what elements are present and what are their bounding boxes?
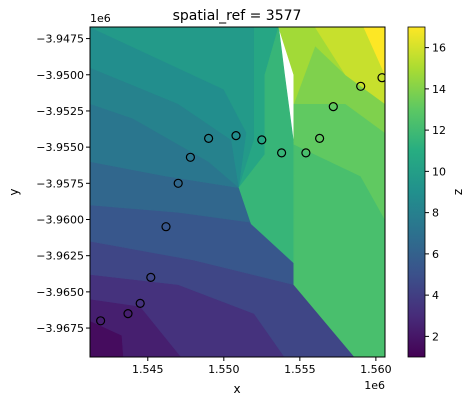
y-tick-label-4: −3.9550 — [36, 141, 84, 154]
sample-point-8 — [204, 133, 214, 143]
x-tick-label-2: 1.550 — [208, 363, 240, 376]
x-axis-label: x — [233, 382, 240, 396]
sample-point-7 — [185, 152, 195, 162]
y-tick-label-2: −3.9500 — [36, 69, 84, 82]
x-axis-ticks: 1.545 1.550 1.555 1.560 — [132, 357, 392, 376]
sample-point-14 — [328, 101, 338, 112]
colorbar-tick-label-2: 4 — [432, 289, 439, 302]
sample-points — [95, 73, 385, 326]
colorbar-tick-label-8: 16 — [432, 42, 446, 55]
x-tick-label-4: 1.560 — [360, 363, 392, 376]
y-tick-label-9: −3.9675 — [36, 322, 84, 335]
sample-point-4 — [146, 272, 156, 282]
y-tick-label-1: −3.9475 — [36, 33, 84, 46]
sample-point-1 — [95, 316, 106, 326]
sample-point-10 — [257, 135, 267, 145]
colorbar-tick-label-7: 14 — [432, 83, 446, 96]
y-tick-label-3: −3.9525 — [36, 105, 84, 118]
x-tick-label-1: 1.545 — [132, 363, 164, 376]
y-tick-label-5: −3.9575 — [36, 177, 84, 190]
sample-point-11 — [277, 148, 287, 158]
y-axis-ticks: −3.9475 −3.9500 −3.9525 −3.9550 −3.9575 −3.96… — [36, 33, 90, 335]
contour-regions — [90, 27, 385, 357]
x-tick-label-3: 1.555 — [284, 363, 316, 376]
y-tick-label-6: −3.9600 — [36, 214, 84, 227]
chart-title: spatial_ref = 3577 — [173, 8, 302, 24]
sample-point-12 — [301, 148, 311, 158]
contour-region-12 — [238, 27, 295, 264]
contour-region-18 — [363, 27, 385, 75]
sample-point-5 — [161, 222, 171, 232]
x-offset-label: 1e6 — [364, 379, 385, 392]
contour-region-2 — [90, 298, 182, 357]
sample-point-9 — [231, 131, 241, 141]
plot-frame — [89, 26, 386, 358]
sample-point-13 — [315, 133, 325, 143]
sample-point-2 — [123, 309, 133, 319]
sample-point-6 — [173, 178, 183, 188]
colorbar-ticks: 2 4 6 8 10 12 14 16 — [425, 42, 446, 343]
colorbar — [407, 26, 426, 358]
sample-point-3 — [135, 298, 145, 308]
y-offset-label: 1e6 — [90, 12, 111, 25]
y-tick-label-8: −3.9650 — [36, 286, 84, 299]
colorbar-tick-label-3: 6 — [432, 248, 439, 261]
y-tick-label-7: −3.9625 — [36, 250, 84, 263]
sample-point-16 — [377, 73, 385, 83]
colorbar-tick-label-5: 10 — [432, 165, 446, 178]
contour-region-17 — [314, 27, 385, 105]
colorbar-tick-label-1: 2 — [432, 330, 439, 343]
colorbar-tick-label-4: 8 — [432, 207, 439, 220]
colorbar-label: z — [451, 189, 465, 195]
sample-point-15 — [356, 81, 366, 91]
y-axis-label: y — [7, 188, 21, 195]
colorbar-tick-label-6: 12 — [432, 124, 446, 137]
